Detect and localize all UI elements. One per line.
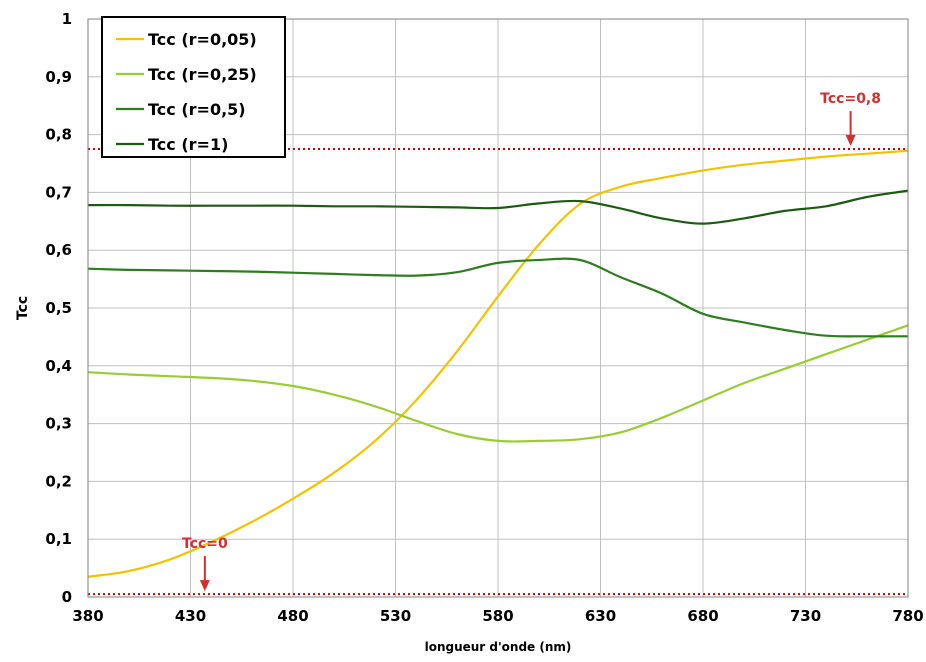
legend-box (101, 16, 286, 158)
plot-frame (87, 18, 909, 598)
legend-label: Tcc (r=0,5) (148, 100, 246, 119)
x-tick-label: 480 (277, 607, 308, 625)
y-tick-label: 0,9 (45, 68, 72, 86)
series-line (87, 257, 909, 338)
y-tick-label: 0,2 (45, 472, 72, 490)
x-tick-label: 380 (72, 607, 103, 625)
annotation-arrow-head (199, 580, 210, 592)
y-tick-label: 0,4 (45, 357, 72, 375)
y-tick-label: 0,1 (45, 530, 72, 548)
series-line (87, 149, 909, 578)
series-line (87, 324, 909, 443)
series-lines (87, 149, 909, 578)
y-tick-label: 1 (62, 10, 72, 28)
annotation-label: Tcc=0 (182, 536, 228, 552)
legend-label: Tcc (r=0,05) (148, 30, 257, 49)
x-tick-label: 780 (892, 607, 923, 625)
y-tick-label: 0,7 (45, 183, 72, 201)
series-line (87, 189, 909, 225)
annotations: Tcc=0,8 Tcc=0 (182, 91, 881, 592)
y-axis-label: Tcc (15, 296, 31, 320)
legend: Tcc (r=0,05) Tcc (r=0,25) Tcc (r=0,5) Tcc (… (101, 16, 286, 158)
y-tick-label: 0,3 (45, 415, 72, 433)
tick-labels: 380 430 480 530 580 630 680 730 780 0 0,1 0,2 0,3 0,4… (45, 10, 923, 625)
y-tick-label: 0,5 (45, 299, 72, 317)
y-tick-label: 0,6 (45, 241, 72, 259)
x-axis-label: longueur d'onde (nm) (425, 640, 572, 654)
y-tick-label: 0,8 (45, 126, 72, 144)
x-tick-label: 630 (585, 607, 616, 625)
y-tick-label: 0 (62, 588, 72, 606)
x-tick-label: 730 (790, 607, 821, 625)
x-tick-label: 530 (380, 607, 411, 625)
x-tick-label: 580 (482, 607, 513, 625)
x-tick-label: 680 (687, 607, 718, 625)
grid (87, 18, 909, 598)
annotation-label: Tcc=0,8 (820, 91, 881, 107)
legend-label: Tcc (r=0,25) (148, 65, 257, 84)
annotation-arrow-head (845, 135, 856, 147)
legend-label: Tcc (r=1) (148, 135, 228, 154)
x-tick-label: 430 (175, 607, 206, 625)
